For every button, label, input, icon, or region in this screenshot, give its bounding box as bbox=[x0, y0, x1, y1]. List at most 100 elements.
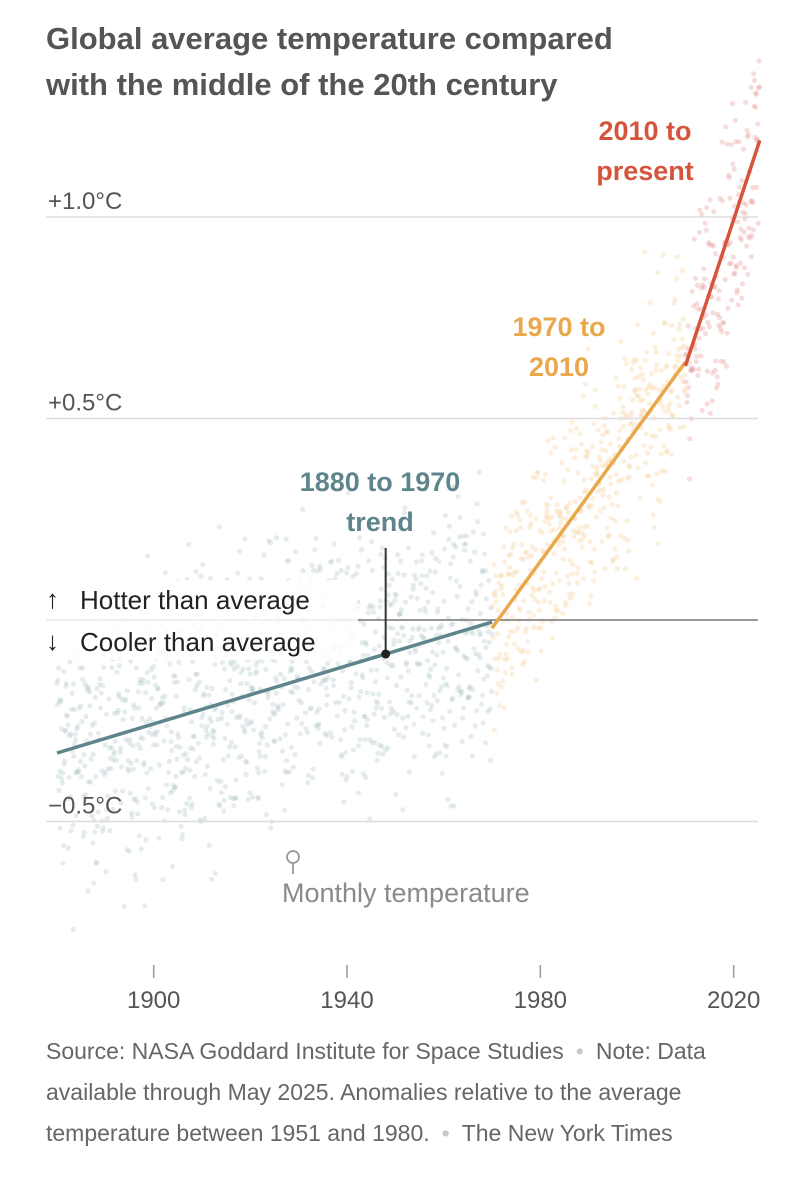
monthly-temperature-point bbox=[352, 718, 358, 724]
monthly-temperature-point bbox=[421, 627, 427, 633]
monthly-temperature-point bbox=[231, 803, 237, 809]
monthly-temperature-point bbox=[563, 603, 569, 609]
monthly-temperature-point bbox=[64, 796, 71, 802]
monthly-temperature-point bbox=[389, 625, 396, 631]
monthly-temperature-point bbox=[458, 688, 464, 695]
monthly-temperature-point bbox=[431, 754, 437, 760]
monthly-temperature-point bbox=[523, 625, 529, 632]
monthly-temperature-point bbox=[530, 612, 537, 618]
monthly-temperature-point bbox=[603, 429, 609, 436]
monthly-temperature-point bbox=[157, 702, 163, 709]
monthly-temperature-point bbox=[573, 425, 579, 431]
monthly-temperature-point bbox=[54, 680, 60, 686]
monthly-temperature-point bbox=[649, 385, 655, 391]
monthly-temperature-point bbox=[586, 600, 593, 607]
monthly-temperature-point bbox=[455, 493, 461, 499]
monthly-temperature-point bbox=[412, 649, 419, 655]
monthly-temperature-point bbox=[422, 486, 428, 492]
monthly-temperature-point bbox=[452, 484, 458, 490]
monthly-temperature-point bbox=[565, 509, 572, 516]
monthly-temperature-point bbox=[145, 553, 151, 559]
monthly-temperature-point bbox=[112, 788, 118, 794]
monthly-temperature-point bbox=[704, 205, 710, 211]
monthly-temperature-point bbox=[384, 675, 390, 681]
chart-title-line-2: with the middle of the 20th century bbox=[46, 67, 558, 102]
monthly-temperature-point bbox=[327, 730, 334, 736]
monthly-temperature-point bbox=[147, 716, 153, 722]
monthly-temperature-point bbox=[89, 722, 95, 728]
monthly-temperature-point bbox=[344, 774, 350, 780]
monthly-temperature-point bbox=[602, 415, 608, 421]
monthly-temperature-point bbox=[171, 679, 177, 685]
monthly-temperature-point bbox=[536, 527, 543, 533]
monthly-temperature-point bbox=[156, 835, 162, 841]
monthly-temperature-point bbox=[225, 753, 231, 759]
monthly-temperature-point bbox=[150, 663, 156, 670]
monthly-temperature-point bbox=[70, 822, 76, 828]
monthly-temperature-point bbox=[103, 711, 110, 717]
monthly-temperature-point bbox=[398, 558, 404, 564]
monthly-temperature-point bbox=[499, 583, 505, 589]
monthly-temperature-point bbox=[753, 90, 759, 96]
monthly-temperature-point bbox=[518, 524, 524, 531]
monthly-temperature-point bbox=[574, 580, 581, 586]
monthly-temperature-point bbox=[699, 407, 705, 413]
monthly-temperature-point bbox=[256, 748, 262, 755]
monthly-temperature-point bbox=[613, 472, 619, 478]
monthly-temperature-point bbox=[391, 726, 398, 732]
monthly-temperature-point bbox=[605, 534, 611, 540]
monthly-temperature-point bbox=[397, 610, 403, 617]
monthly-temperature-point bbox=[391, 641, 397, 647]
monthly-temperature-point bbox=[525, 638, 531, 644]
monthly-temperature-point bbox=[578, 441, 585, 447]
monthly-temperature-point bbox=[373, 679, 379, 685]
monthly-temperature-point bbox=[652, 434, 659, 440]
monthly-temperature-point bbox=[92, 694, 98, 701]
monthly-temperature-point bbox=[267, 539, 274, 546]
monthly-temperature-point bbox=[723, 124, 729, 130]
monthly-temperature-point bbox=[509, 545, 516, 551]
monthly-temperature-point bbox=[644, 450, 651, 456]
monthly-temperature-point bbox=[178, 823, 184, 830]
monthly-temperature-point bbox=[508, 552, 514, 558]
monthly-temperature-point bbox=[737, 260, 744, 266]
monthly-temperature-point bbox=[515, 625, 521, 631]
monthly-temperature-point bbox=[482, 568, 488, 574]
monthly-temperature-point bbox=[296, 697, 302, 704]
monthly-temperature-point bbox=[465, 606, 471, 612]
monthly-temperature-point bbox=[601, 423, 608, 429]
monthly-temperature-point bbox=[161, 700, 167, 706]
monthly-temperature-point bbox=[423, 681, 429, 688]
monthly-temperature-point bbox=[406, 699, 412, 705]
monthly-temperature-point bbox=[128, 810, 135, 816]
monthly-temperature-point bbox=[379, 545, 385, 551]
monthly-temperature-point bbox=[493, 599, 499, 605]
monthly-temperature-point bbox=[462, 655, 468, 661]
monthly-temperature-point bbox=[589, 444, 595, 450]
monthly-temperature-point bbox=[126, 848, 132, 854]
monthly-temperature-point bbox=[429, 649, 435, 655]
monthly-temperature-point bbox=[395, 571, 401, 577]
monthly-temperature-point bbox=[127, 737, 133, 743]
monthly-temperature-point bbox=[271, 711, 277, 718]
monthly-temperature-point bbox=[607, 474, 613, 480]
monthly-temperature-point bbox=[735, 302, 741, 308]
monthly-temperature-point bbox=[93, 860, 100, 866]
monthly-temperature-point bbox=[197, 755, 203, 761]
monthly-temperature-point bbox=[636, 386, 643, 392]
monthly-temperature-point bbox=[192, 773, 198, 780]
monthly-temperature-point bbox=[514, 568, 520, 575]
monthly-temperature-point bbox=[493, 573, 499, 579]
monthly-temperature-point bbox=[262, 753, 268, 759]
monthly-temperature-point bbox=[211, 707, 218, 713]
monthly-temperature-point bbox=[496, 580, 502, 586]
monthly-temperature-point bbox=[468, 733, 474, 740]
monthly-temperature-point bbox=[94, 686, 100, 692]
monthly-temperature-point bbox=[709, 242, 715, 248]
monthly-temperature-point bbox=[145, 786, 151, 792]
monthly-temperature-point bbox=[721, 320, 727, 326]
monthly-temperature-point bbox=[582, 532, 588, 539]
monthly-temperature-point bbox=[727, 195, 733, 201]
monthly-temperature-point bbox=[417, 661, 423, 667]
monthly-temperature-point bbox=[118, 745, 124, 751]
